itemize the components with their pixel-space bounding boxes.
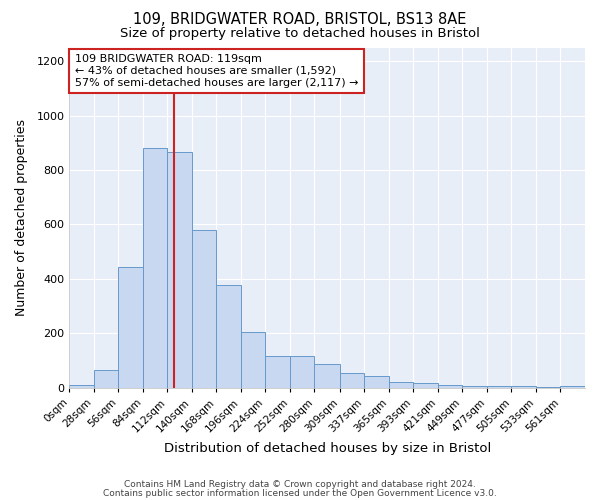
Bar <box>389 382 413 388</box>
Bar <box>241 332 265 388</box>
Bar <box>364 376 389 388</box>
Bar <box>143 148 167 388</box>
Bar <box>340 373 364 388</box>
Bar <box>217 285 241 388</box>
Bar <box>118 266 143 388</box>
Bar <box>70 385 94 388</box>
Bar <box>314 364 340 388</box>
Bar <box>413 383 438 388</box>
Text: Contains HM Land Registry data © Crown copyright and database right 2024.: Contains HM Land Registry data © Crown c… <box>124 480 476 489</box>
X-axis label: Distribution of detached houses by size in Bristol: Distribution of detached houses by size … <box>164 442 491 455</box>
Bar <box>167 152 192 388</box>
Bar <box>192 230 217 388</box>
Text: Contains public sector information licensed under the Open Government Licence v3: Contains public sector information licen… <box>103 488 497 498</box>
Bar <box>463 386 487 388</box>
Text: Size of property relative to detached houses in Bristol: Size of property relative to detached ho… <box>120 28 480 40</box>
Bar <box>290 356 314 388</box>
Bar <box>511 386 536 388</box>
Bar <box>438 385 463 388</box>
Bar <box>560 386 585 388</box>
Bar <box>94 370 118 388</box>
Bar <box>265 356 290 388</box>
Text: 109, BRIDGWATER ROAD, BRISTOL, BS13 8AE: 109, BRIDGWATER ROAD, BRISTOL, BS13 8AE <box>133 12 467 28</box>
Text: 109 BRIDGWATER ROAD: 119sqm
← 43% of detached houses are smaller (1,592)
57% of : 109 BRIDGWATER ROAD: 119sqm ← 43% of det… <box>74 54 358 88</box>
Bar <box>487 386 511 388</box>
Bar <box>536 387 560 388</box>
Y-axis label: Number of detached properties: Number of detached properties <box>15 119 28 316</box>
